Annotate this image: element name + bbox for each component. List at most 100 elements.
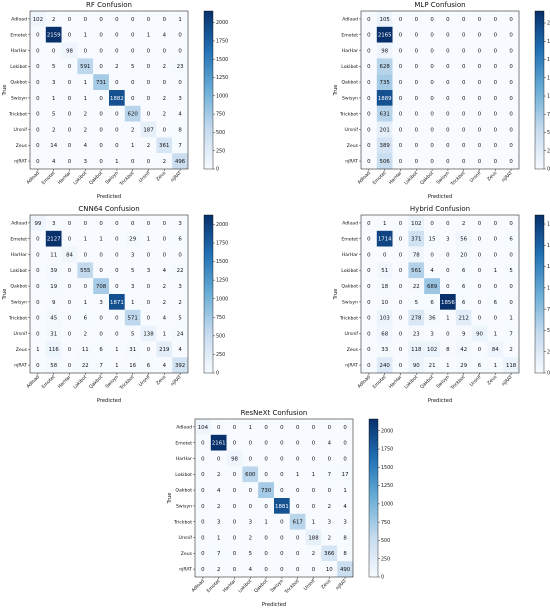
heatmap-cell bbox=[361, 341, 377, 358]
heatmap-cell bbox=[156, 26, 173, 43]
cell-value: 5 bbox=[178, 316, 181, 322]
cell-value: 0 bbox=[68, 347, 72, 353]
heatmap-cell bbox=[195, 513, 211, 530]
cell-value: 0 bbox=[36, 237, 40, 243]
cell-value: 8 bbox=[343, 551, 347, 557]
heatmap-cell bbox=[77, 357, 94, 373]
cell-value: 6 bbox=[147, 363, 151, 369]
heatmap-cell bbox=[408, 137, 425, 154]
x-axis-label: Predicted bbox=[428, 194, 452, 200]
heatmap-cell bbox=[140, 121, 157, 138]
y-tick-label: Adload bbox=[11, 17, 27, 23]
heatmap-cell bbox=[361, 105, 377, 122]
y-tick-label: Adload bbox=[11, 221, 27, 227]
heatmap-cell bbox=[61, 153, 78, 169]
heatmap-cell bbox=[455, 105, 472, 122]
cell-value: 730 bbox=[261, 488, 272, 494]
heatmap-cell bbox=[455, 246, 472, 263]
x-tick-label: Adload bbox=[25, 170, 40, 185]
heatmap-cell bbox=[140, 215, 157, 231]
cell-value: 0 bbox=[264, 441, 268, 447]
heatmap-cell bbox=[172, 278, 188, 294]
heatmap-cell bbox=[376, 246, 393, 263]
cell-value: 68 bbox=[381, 331, 388, 337]
heatmap-cell bbox=[376, 357, 393, 373]
x-tick-label: Qakbot bbox=[253, 578, 269, 594]
heatmap-cell bbox=[156, 246, 173, 263]
cell-value: 0 bbox=[367, 112, 371, 118]
y-tick-label: Lokibot bbox=[10, 268, 27, 274]
heatmap-cell bbox=[392, 153, 409, 169]
cell-value: 0 bbox=[115, 127, 119, 133]
cell-value: 0 bbox=[99, 252, 103, 258]
heatmap-cell bbox=[93, 153, 109, 169]
heatmap-cell bbox=[156, 121, 173, 138]
x-tick-label: njRAT bbox=[170, 374, 183, 387]
heatmap-cell bbox=[440, 325, 456, 342]
heatmap-cell bbox=[376, 294, 393, 310]
cell-value: 0 bbox=[430, 143, 434, 149]
cell-value: 0 bbox=[494, 159, 498, 165]
heatmap-cell bbox=[392, 42, 409, 59]
heatmap-cell bbox=[455, 325, 472, 342]
panel-title: MLP Confusion bbox=[414, 1, 465, 9]
cell-value: 1 bbox=[131, 300, 134, 306]
cell-value: 0 bbox=[115, 112, 119, 118]
heatmap-cell bbox=[274, 498, 290, 514]
heatmap-cell bbox=[210, 561, 227, 577]
y-tick-label: njRAT bbox=[179, 567, 192, 573]
cell-value: 17 bbox=[342, 472, 349, 478]
heatmap-cell bbox=[361, 137, 377, 154]
heatmap-cell bbox=[503, 325, 519, 342]
heatmap-cell bbox=[210, 498, 227, 514]
cell-value: 4 bbox=[52, 159, 56, 165]
x-tick-label: Swisyn bbox=[435, 170, 451, 186]
y-tick-label: Swisyn bbox=[11, 96, 27, 102]
x-tick-label: Emotet bbox=[41, 374, 57, 390]
cell-value: 0 bbox=[36, 159, 40, 165]
y-tick-label: Qakbot bbox=[341, 284, 358, 290]
cell-value: 0 bbox=[446, 284, 450, 290]
heatmap-cell bbox=[440, 105, 456, 122]
y-axis-label: True bbox=[167, 492, 173, 504]
cell-value: 0 bbox=[430, 17, 434, 23]
heatmap-cell bbox=[226, 545, 243, 562]
cell-value: 0 bbox=[99, 316, 103, 322]
cell-value: 0 bbox=[264, 551, 268, 557]
heatmap-cell bbox=[124, 105, 141, 122]
cell-value: 0 bbox=[367, 347, 371, 353]
cell-value: 1 bbox=[312, 472, 315, 478]
cell-value: 1 bbox=[84, 33, 87, 39]
cell-value: 3 bbox=[446, 237, 449, 243]
heatmap-cell bbox=[289, 545, 306, 562]
y-tick-label: Emotet bbox=[10, 236, 27, 242]
cell-value: 0 bbox=[131, 80, 135, 86]
cell-value: 0 bbox=[147, 347, 151, 353]
heatmap-cell bbox=[305, 513, 322, 530]
heatmap-cell bbox=[361, 121, 377, 138]
cell-value: 0 bbox=[115, 252, 119, 258]
heatmap-cell bbox=[109, 105, 125, 122]
y-tick-label: Emotet bbox=[341, 32, 358, 38]
heatmap-cell bbox=[321, 450, 338, 467]
cell-value: 0 bbox=[99, 127, 103, 133]
heatmap-cell bbox=[455, 341, 472, 358]
cell-value: 1 bbox=[115, 347, 118, 353]
cell-value: 1 bbox=[249, 425, 252, 431]
heatmap-cell bbox=[77, 11, 94, 27]
cell-value: 2 bbox=[328, 504, 331, 510]
colorbar-tick-label: 0 bbox=[547, 371, 550, 377]
heatmap-cell bbox=[305, 545, 322, 562]
cell-value: 7 bbox=[328, 472, 331, 478]
heatmap-cell bbox=[61, 230, 78, 247]
heatmap-cell bbox=[156, 294, 173, 310]
cell-value: 0 bbox=[415, 127, 419, 133]
heatmap-cell bbox=[503, 357, 519, 373]
cell-value: 0 bbox=[494, 112, 498, 118]
cell-value: 0 bbox=[201, 535, 205, 541]
heatmap-cell bbox=[376, 341, 393, 358]
heatmap-cell bbox=[45, 105, 62, 122]
x-tick-label: Lokibot bbox=[72, 374, 88, 390]
cell-value: 1 bbox=[312, 520, 315, 526]
y-tick-label: Lokibot bbox=[341, 64, 358, 70]
